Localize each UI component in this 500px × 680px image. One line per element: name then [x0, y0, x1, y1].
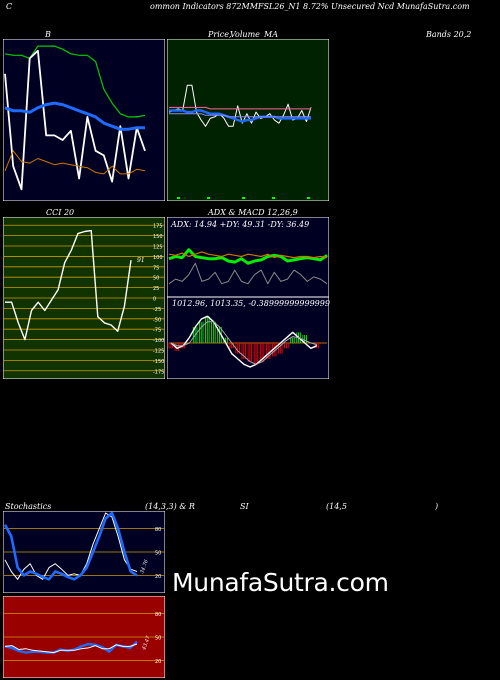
stochastics-d-line — [3, 511, 138, 581]
rsi-paren-label: ) — [435, 502, 439, 511]
cci-tick-label: -175 — [153, 369, 164, 375]
cci-tick-label: -150 — [153, 359, 164, 365]
price-volume-panel — [167, 39, 329, 201]
macd-macd-line — [170, 315, 318, 368]
stoch-tick-label: 80 — [155, 527, 161, 533]
rsi-tick-label: 20 — [155, 659, 161, 665]
bollinger-price-line — [4, 49, 146, 191]
adx-+DI-line — [168, 248, 328, 265]
stochastics-k-line — [4, 512, 138, 580]
cci-tick-label: 125 — [153, 245, 163, 251]
volume-bar — [272, 197, 275, 199]
price-label: Price, — [208, 30, 232, 39]
si-label: SI — [240, 502, 249, 511]
ma-label: MA — [264, 30, 278, 39]
cci-tick-label: 100 — [153, 255, 163, 261]
cci-cci-line — [5, 229, 132, 341]
macd-text: 1012.96, 1013.35, -0.38999999999999 — [172, 299, 330, 308]
cci-tick-label: 25 — [153, 286, 159, 292]
rsi-rsi_ma-line — [4, 643, 138, 654]
cci-tick-label: -125 — [153, 348, 164, 354]
volume-bar — [207, 197, 210, 199]
rsi-last-value: 43.47 — [141, 635, 152, 652]
cci-last-value: 91 — [137, 257, 145, 264]
cci-tick-label: -50 — [153, 317, 161, 323]
rsi-tick-label: 80 — [155, 612, 161, 618]
page-title: ommon Indicators 872MMFSL26_N1 8.72% Uns… — [150, 2, 470, 11]
stoch-last-value: 34.76 — [139, 558, 150, 574]
cci-tick-label: 175 — [153, 224, 163, 230]
stoch-tick-label: 20 — [155, 574, 161, 580]
bb-label: B — [45, 30, 51, 39]
cci-panel: 175 150 125 100 75 50 25 0 -25 -50 -75 -100 -125 -150… — [3, 217, 165, 379]
adx-text: ADX: 14.94 +DY: 49.31 -DY: 36.49 — [171, 220, 310, 229]
rsi-tick-label: 50 — [155, 636, 161, 642]
cci-tick-label: 75 — [153, 265, 159, 271]
watermark: MunafaSutra.com — [172, 568, 389, 597]
stochastics-panel: 80 50 20 34.76 — [3, 511, 165, 593]
bollinger-panel — [3, 39, 165, 201]
stoch-params-label: (14,3,3) & R — [145, 502, 195, 511]
price_volume_ma-ma3-line — [169, 106, 311, 110]
bollinger-middle-line — [4, 101, 145, 131]
price_volume_ma-ma1-line — [169, 109, 311, 123]
cci-tick-label: 150 — [153, 234, 163, 240]
adx-macd-label: ADX & MACD 12,26,9 — [208, 208, 298, 217]
price_volume_ma-ma2-line — [169, 113, 311, 118]
bollinger-upper-line — [4, 45, 146, 118]
bollinger-lower-line — [4, 150, 146, 175]
cci-tick-label: -75 — [153, 328, 161, 334]
cci-label: CCI 20 — [46, 208, 75, 217]
bands-label: Bands 20,2 — [426, 30, 472, 39]
cci-tick-label: -25 — [153, 307, 161, 313]
price_volume_ma-price-line — [168, 84, 312, 127]
stoch-label: Stochastics — [5, 502, 52, 511]
volume-bar — [177, 197, 180, 199]
adx-panel — [167, 217, 329, 297]
header-c: C — [6, 2, 13, 11]
volume-label: Volume — [230, 30, 260, 39]
macd-panel — [167, 297, 329, 379]
adx--DI-line — [168, 251, 328, 259]
volume-bar — [307, 197, 310, 199]
cci-tick-label: 50 — [153, 276, 159, 282]
macd-signal-line — [170, 321, 318, 365]
cci-tick-label: 0 — [153, 297, 156, 303]
adx-adx-line — [168, 262, 328, 285]
stoch-tick-label: 50 — [155, 551, 161, 557]
rsi-params-label: (14,5 — [326, 502, 347, 511]
rsi-panel: 80 50 20 43.47 — [3, 596, 165, 678]
cci-tick-label: -100 — [153, 338, 164, 344]
volume-bar — [242, 197, 245, 199]
